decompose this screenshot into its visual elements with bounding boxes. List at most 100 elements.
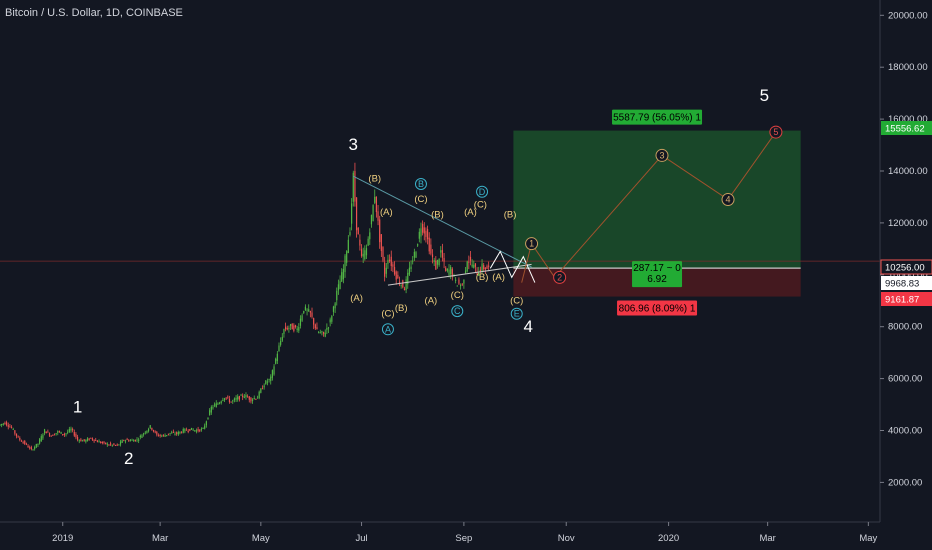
candle-body <box>372 205 374 221</box>
candle-body <box>129 440 132 442</box>
projection-zigzag <box>489 250 536 283</box>
candle-body <box>301 315 303 321</box>
y-tick-label: 10000.00 <box>888 270 928 281</box>
candle-body <box>111 444 113 446</box>
candle-body <box>47 431 49 433</box>
stop-box-bg <box>617 300 698 316</box>
candle-body <box>425 230 427 237</box>
y-tick-label: 8000.00 <box>888 322 922 333</box>
candle-body <box>273 366 275 375</box>
candle-body <box>473 264 475 268</box>
target-price-tag-label: 15556.62 <box>885 124 925 135</box>
candle-body <box>141 435 143 438</box>
candle-body <box>22 442 24 444</box>
candle-body <box>430 244 432 254</box>
candle-body <box>162 434 165 436</box>
y-tick-label: 6000.00 <box>888 374 922 385</box>
candle-body <box>352 172 354 202</box>
candle-body <box>303 310 305 313</box>
candle-body <box>212 407 214 409</box>
wave-circle <box>414 177 427 190</box>
candle-body <box>291 323 293 330</box>
candle-body <box>334 303 336 309</box>
candle-body <box>256 397 259 399</box>
candle-body <box>179 431 181 434</box>
candle-body <box>228 398 231 403</box>
candle-body <box>65 433 67 435</box>
ratio-box-line2: 6.92 <box>647 274 667 285</box>
candle-body <box>374 196 376 203</box>
candle-body <box>403 288 406 291</box>
candle-body <box>200 428 203 430</box>
chart-title: Bitcoin / U.S. Dollar, 1D, COINBASE <box>5 7 183 19</box>
candle-body <box>197 429 199 431</box>
candle-body <box>407 272 409 285</box>
candle-body <box>463 279 465 284</box>
candle-body <box>474 263 477 267</box>
candle-body <box>308 309 310 312</box>
candle-body <box>6 422 8 426</box>
forecast-point-circle <box>655 148 669 162</box>
candle-body <box>105 442 107 445</box>
candle-body <box>63 433 65 435</box>
candle-body <box>306 309 308 311</box>
candle-body <box>177 431 179 435</box>
price-axis-bg <box>880 0 932 550</box>
candle-body <box>351 203 353 224</box>
candle-body <box>67 431 69 433</box>
candle-body <box>75 433 77 438</box>
wave-label-minor: (A) <box>464 207 477 218</box>
x-tick-label: Mar <box>759 533 775 544</box>
candle-body <box>435 260 437 270</box>
candle-body <box>227 396 229 398</box>
candle-body <box>276 353 278 362</box>
candle-body <box>268 379 270 381</box>
candle-body <box>207 417 209 420</box>
x-tick-label: 2019 <box>52 533 73 544</box>
y-tick-label: 2000.00 <box>888 477 922 488</box>
candle-body <box>311 312 313 317</box>
candle-body <box>316 327 318 330</box>
ratio-box-bg <box>632 261 683 288</box>
candle-body <box>83 439 85 441</box>
candle-body <box>58 431 61 433</box>
candle-body <box>27 445 29 448</box>
candle-body <box>210 406 212 413</box>
candle-body <box>138 439 140 441</box>
candle-body <box>134 439 136 442</box>
candle-body <box>205 421 207 426</box>
candle-body <box>322 331 325 334</box>
candle-body <box>392 264 394 267</box>
candle-body <box>85 439 87 442</box>
candle-body <box>288 327 290 329</box>
ratio-box-line1: 287.17 ~ 0 <box>633 263 681 274</box>
candle-body <box>248 396 250 400</box>
candle-body <box>37 443 39 445</box>
y-tick-label: 20000.00 <box>888 10 928 21</box>
candle-body <box>278 345 280 352</box>
candle-body <box>116 444 118 446</box>
candle-body <box>296 328 298 330</box>
wave-label-minor: (A) <box>350 293 363 304</box>
candle-body <box>484 267 486 270</box>
candle-body <box>428 237 430 252</box>
candle-body <box>393 267 396 275</box>
candle-body <box>270 376 272 381</box>
candle-body <box>124 440 127 442</box>
wave-label-minor: (C) <box>474 199 487 210</box>
candle-body <box>73 431 75 436</box>
candle-body <box>266 381 269 383</box>
candle-body <box>420 228 422 237</box>
candle-body <box>174 433 176 435</box>
candle-body <box>123 440 125 442</box>
candle-body <box>347 239 349 254</box>
candle-body <box>34 446 36 450</box>
candle-body <box>55 433 57 435</box>
x-tick-label: Sep <box>455 533 472 544</box>
candle-body <box>101 441 103 443</box>
candle-body <box>389 259 391 262</box>
wave-circle <box>510 307 523 320</box>
candle-body <box>336 290 338 301</box>
candle-body <box>342 269 344 280</box>
